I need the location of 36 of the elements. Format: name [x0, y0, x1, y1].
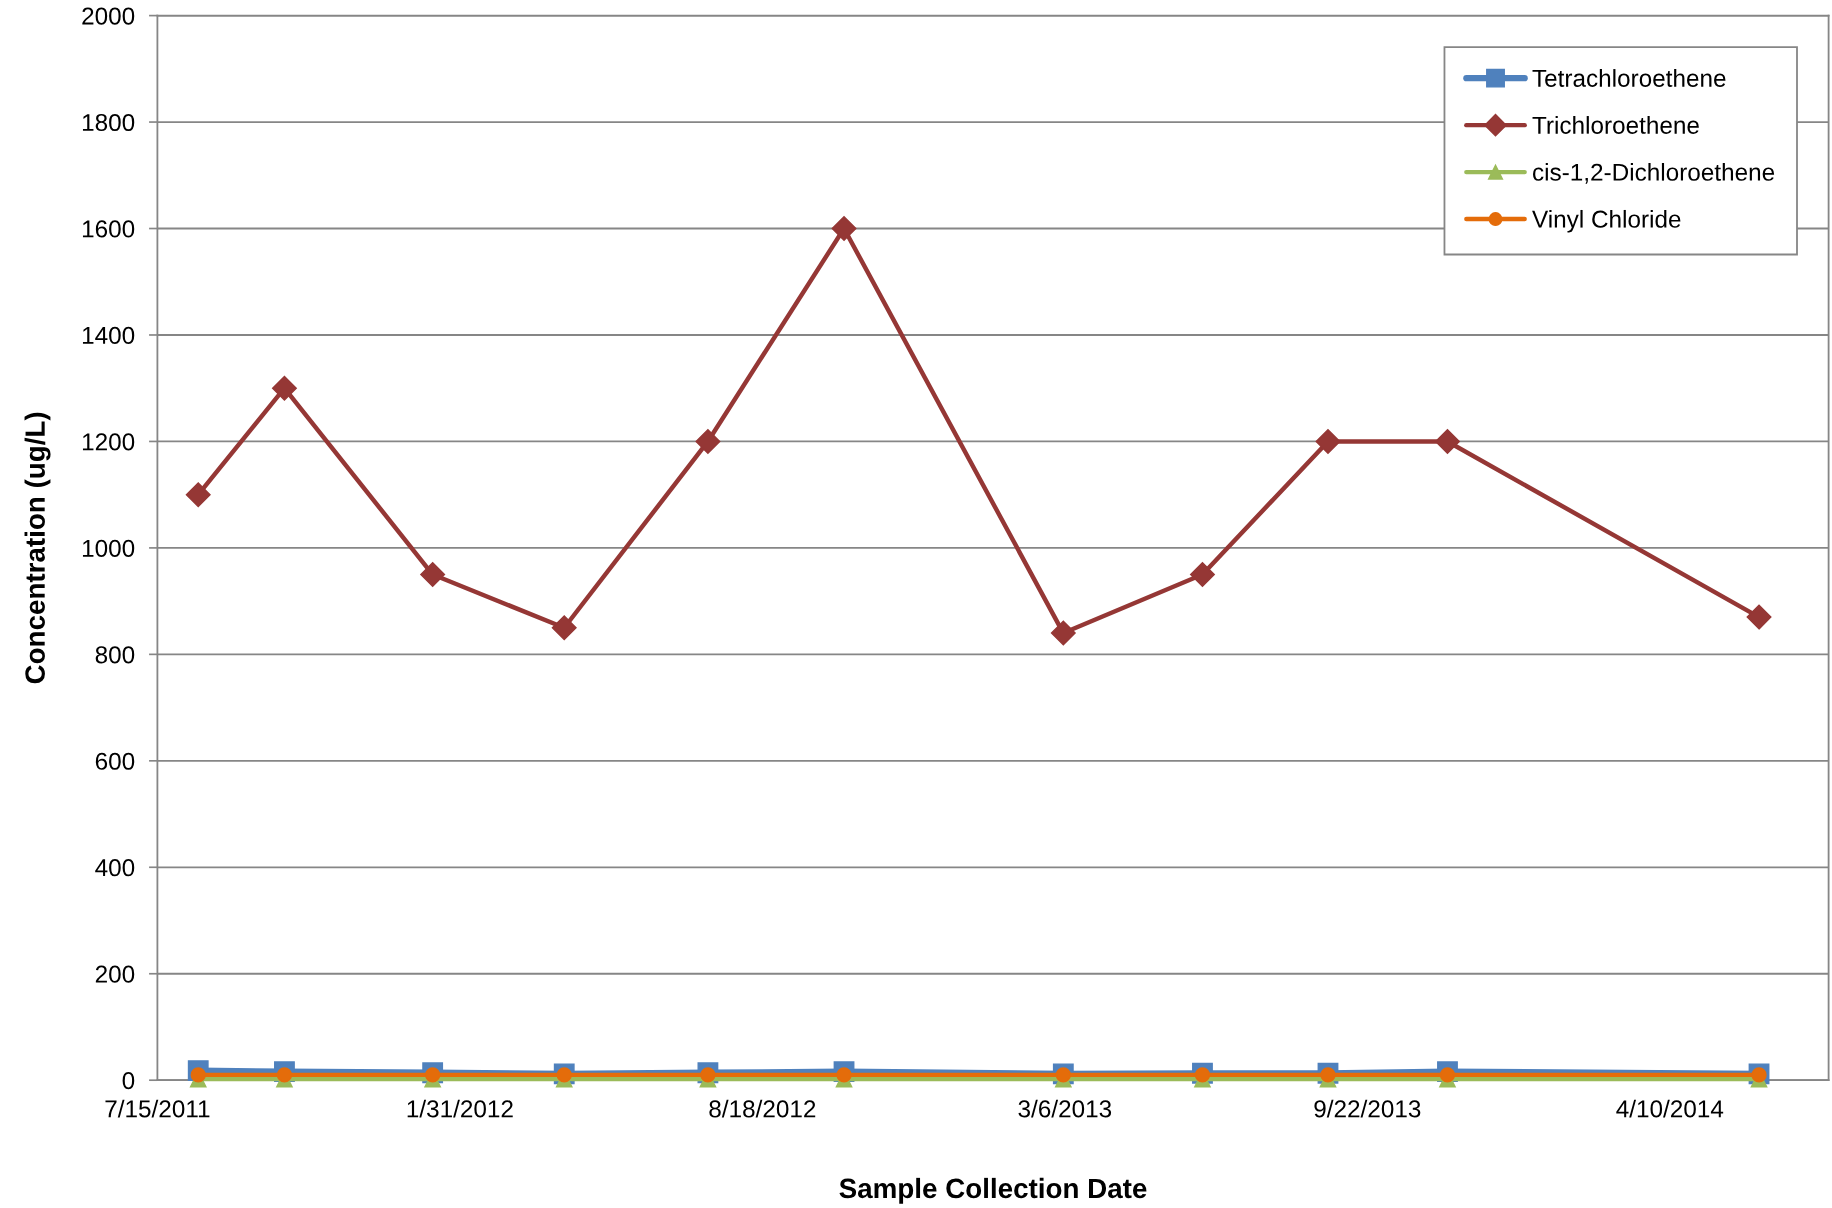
point: [271, 375, 297, 401]
point: [1434, 428, 1460, 454]
point: [1439, 1067, 1456, 1083]
point: [1050, 620, 1076, 646]
x-tick-label: 7/15/2011: [105, 1099, 210, 1118]
point: [551, 615, 577, 641]
x-axis-title: Sample Collection Date: [839, 1177, 1147, 1204]
y-tick-label: 1000: [82, 539, 135, 557]
x-tick-label: 9/22/2013: [1314, 1099, 1421, 1118]
legend-label: Vinyl Chloride: [1532, 209, 1681, 233]
point: [420, 562, 446, 587]
x-tick-label: 8/18/2012: [709, 1099, 816, 1118]
point: [185, 482, 211, 508]
y-tick-label: 1400: [82, 326, 135, 345]
y-tick-label: 1200: [82, 433, 135, 451]
point: [831, 216, 857, 241]
y-tick-label: 800: [95, 646, 135, 664]
y-tick-label: 2000: [82, 7, 135, 25]
point: [276, 1067, 293, 1083]
y-axis-title: Concentration (ug/L): [24, 412, 51, 684]
y-tick-label: 1600: [82, 220, 135, 238]
y-tick-label: 400: [95, 859, 135, 877]
point: [695, 428, 721, 454]
point: [1315, 428, 1341, 454]
point: [1189, 562, 1215, 587]
y-tick-label: 0: [122, 1072, 135, 1090]
point: [1746, 604, 1772, 630]
legend-label: Tetrachloroethene: [1532, 69, 1726, 87]
legend-label: cis-1,2-Dichloroethene: [1533, 163, 1775, 184]
x-tick-label: 4/10/2014: [1616, 1099, 1724, 1118]
legend-label: Trichloroethene: [1532, 116, 1699, 134]
y-tick-label: 1800: [82, 113, 135, 132]
y-tick-label: 200: [95, 965, 135, 983]
x-tick-label: 1/31/2012: [407, 1099, 513, 1118]
x-tick-label: 3/6/2013: [1018, 1099, 1112, 1118]
y-tick-label: 600: [95, 752, 135, 770]
